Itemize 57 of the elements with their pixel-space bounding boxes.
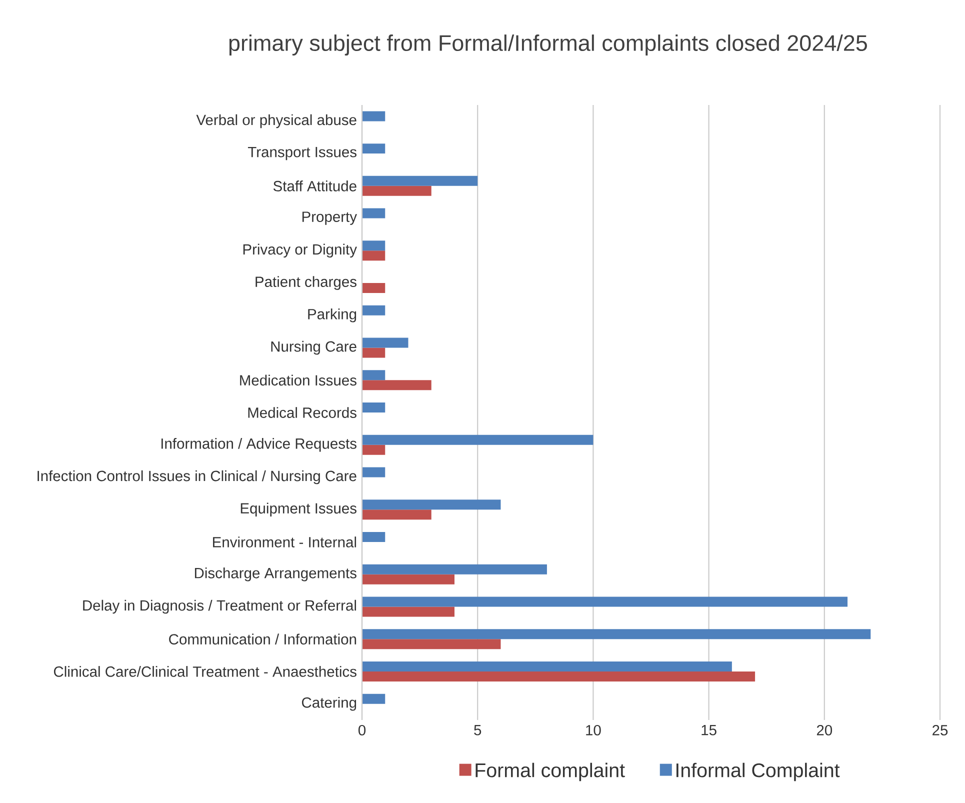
bar bbox=[362, 370, 386, 380]
bar bbox=[362, 283, 386, 294]
bar bbox=[362, 348, 386, 358]
y-tick-label: Parking bbox=[308, 308, 356, 322]
bar bbox=[362, 467, 386, 478]
bar bbox=[362, 338, 408, 348]
bar bbox=[362, 186, 432, 196]
legend-label: Informal Complaint bbox=[676, 762, 840, 782]
bar bbox=[362, 176, 478, 186]
bar bbox=[362, 574, 454, 584]
bar bbox=[362, 596, 848, 607]
bar bbox=[362, 144, 386, 154]
bar bbox=[362, 380, 432, 390]
bar bbox=[362, 606, 454, 617]
bar bbox=[362, 510, 432, 520]
y-tick-label: Delay in Diagnosis / Treatment or Referral bbox=[83, 600, 356, 614]
y-tick-label: Transport Issues bbox=[248, 146, 356, 160]
x-tick-label: 5 bbox=[474, 724, 482, 736]
bar bbox=[362, 111, 386, 122]
bar bbox=[362, 671, 756, 682]
legend-label: Formal complaint bbox=[476, 762, 625, 782]
y-tick-label: Catering bbox=[302, 696, 356, 711]
y-tick-label: Privacy or Dignity bbox=[243, 244, 357, 258]
bar bbox=[362, 694, 386, 704]
bar bbox=[362, 639, 501, 650]
x-tick-label: 20 bbox=[816, 724, 832, 736]
y-tick-label: Discharge Arrangements bbox=[194, 567, 356, 582]
x-tick-label: 10 bbox=[586, 724, 601, 736]
bar bbox=[362, 444, 386, 455]
x-tick-label: 0 bbox=[358, 724, 366, 736]
bar bbox=[362, 434, 594, 445]
x-tick-label: 25 bbox=[932, 724, 948, 736]
y-tick-label: Clinical Care/Clinical Treatment - Anaesthetics bbox=[54, 666, 356, 677]
bar bbox=[362, 402, 386, 413]
bar bbox=[362, 661, 732, 672]
y-tick-label: Medication Issues bbox=[240, 374, 356, 386]
x-tick-label: 15 bbox=[702, 724, 716, 736]
bar bbox=[362, 240, 386, 251]
y-tick-label: Nursing Care bbox=[271, 340, 356, 355]
bar bbox=[362, 250, 386, 261]
y-tick-label: Verbal or physical abuse bbox=[196, 114, 356, 128]
y-tick-label: Communication / Information bbox=[169, 634, 356, 645]
y-tick-label: Patient charges bbox=[256, 276, 356, 290]
y-tick-label: Information / Advice Requests bbox=[161, 438, 356, 452]
bar bbox=[362, 564, 547, 574]
y-tick-label: Staff Attitude bbox=[273, 180, 356, 192]
y-tick-label: Equipment Issues bbox=[240, 502, 356, 516]
y-tick-label: Property bbox=[302, 212, 357, 225]
bar bbox=[362, 208, 386, 218]
bar bbox=[362, 629, 871, 640]
chart-title: primary subject from Formal/Informal complaints closed 2024/25 bbox=[229, 34, 867, 56]
bar bbox=[362, 532, 386, 542]
y-tick-label: Medical Records bbox=[248, 407, 356, 418]
y-tick-label: Environment - Internal bbox=[213, 536, 356, 548]
bar bbox=[362, 305, 386, 316]
y-tick-label: Infection Control Issues in Clinical / Nursing Care bbox=[38, 470, 356, 484]
bar bbox=[362, 500, 501, 510]
